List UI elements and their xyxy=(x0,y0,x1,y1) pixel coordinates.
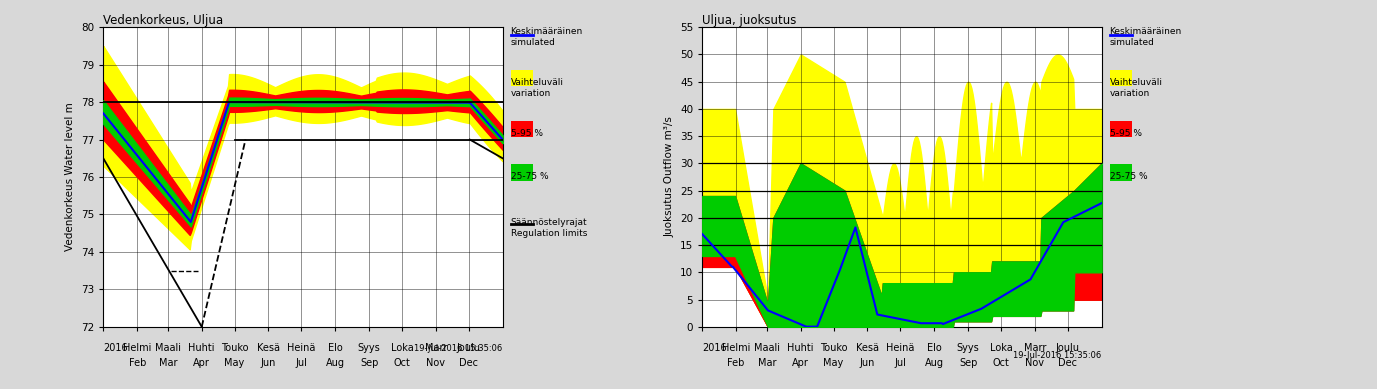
Y-axis label: Juoksutus Outflow m³/s: Juoksutus Outflow m³/s xyxy=(665,117,675,237)
Text: Helmi: Helmi xyxy=(722,343,750,353)
Text: Maali: Maali xyxy=(154,343,180,353)
Text: Sep: Sep xyxy=(359,358,379,368)
Text: Huhti: Huhti xyxy=(189,343,215,353)
Text: Mar: Mar xyxy=(158,358,178,368)
Text: Dec: Dec xyxy=(459,358,478,368)
Text: 19-Jul-2016 15:35:06: 19-Jul-2016 15:35:06 xyxy=(414,343,503,352)
Text: Feb: Feb xyxy=(727,358,745,368)
Text: Heinä: Heinä xyxy=(887,343,914,353)
Text: Helmi: Helmi xyxy=(123,343,151,353)
Text: Joulu: Joulu xyxy=(457,343,481,353)
Text: Loka: Loka xyxy=(391,343,413,353)
Text: 19-Jul-2016 15:35:06: 19-Jul-2016 15:35:06 xyxy=(1013,351,1102,360)
Text: Uljua, juoksutus: Uljua, juoksutus xyxy=(702,14,797,27)
Text: Touko: Touko xyxy=(220,343,248,353)
Text: Elo: Elo xyxy=(328,343,343,353)
FancyBboxPatch shape xyxy=(511,121,533,137)
Text: Kesä: Kesä xyxy=(856,343,879,353)
FancyBboxPatch shape xyxy=(1110,121,1132,137)
Text: Huhti: Huhti xyxy=(788,343,814,353)
Text: 5-95 %: 5-95 % xyxy=(1110,129,1142,138)
Text: Marr: Marr xyxy=(1023,343,1047,353)
Text: Touko: Touko xyxy=(819,343,847,353)
Text: Joulu: Joulu xyxy=(1056,343,1080,353)
Text: Kesä: Kesä xyxy=(257,343,280,353)
Text: Nov: Nov xyxy=(1026,358,1044,368)
Text: 25-75 %: 25-75 % xyxy=(1110,172,1147,181)
Text: Elo: Elo xyxy=(927,343,942,353)
Text: 5-95 %: 5-95 % xyxy=(511,129,543,138)
Text: Marr: Marr xyxy=(424,343,448,353)
Text: Keskimääräinen
simulated: Keskimääräinen simulated xyxy=(511,27,582,47)
Text: Sep: Sep xyxy=(958,358,978,368)
Text: Maali: Maali xyxy=(753,343,779,353)
Text: May: May xyxy=(224,358,245,368)
Text: Vedenkorkeus, Uljua: Vedenkorkeus, Uljua xyxy=(103,14,223,27)
Text: Dec: Dec xyxy=(1058,358,1077,368)
Text: 25-75 %: 25-75 % xyxy=(511,172,548,181)
FancyBboxPatch shape xyxy=(1110,164,1132,180)
Text: Keskimääräinen
simulated: Keskimääräinen simulated xyxy=(1110,27,1181,47)
Text: Apr: Apr xyxy=(193,358,211,368)
Text: Jun: Jun xyxy=(260,358,277,368)
Text: May: May xyxy=(823,358,844,368)
FancyBboxPatch shape xyxy=(511,164,533,180)
Text: Syys: Syys xyxy=(358,343,380,353)
Text: Syys: Syys xyxy=(957,343,979,353)
Text: Heinä: Heinä xyxy=(288,343,315,353)
Text: Jul: Jul xyxy=(894,358,906,368)
Text: Feb: Feb xyxy=(128,358,146,368)
Text: Nov: Nov xyxy=(427,358,445,368)
Text: Aug: Aug xyxy=(326,358,344,368)
Text: Aug: Aug xyxy=(925,358,943,368)
Text: 2016: 2016 xyxy=(702,343,727,353)
Text: Apr: Apr xyxy=(792,358,810,368)
Text: Vaihteluväli
variation: Vaihteluväli variation xyxy=(1110,78,1162,98)
Text: Vaihteluväli
variation: Vaihteluväli variation xyxy=(511,78,563,98)
Text: Mar: Mar xyxy=(757,358,777,368)
Text: Oct: Oct xyxy=(394,358,410,368)
Y-axis label: Vedenkorkeus Water level m: Vedenkorkeus Water level m xyxy=(66,103,76,251)
Text: Säännöstelyrajat
Regulation limits: Säännöstelyrajat Regulation limits xyxy=(511,218,587,238)
FancyBboxPatch shape xyxy=(511,70,533,86)
FancyBboxPatch shape xyxy=(1110,70,1132,86)
Text: Oct: Oct xyxy=(993,358,1009,368)
Text: 2016: 2016 xyxy=(103,343,128,353)
Text: Jun: Jun xyxy=(859,358,876,368)
Text: Jul: Jul xyxy=(295,358,307,368)
Text: Loka: Loka xyxy=(990,343,1012,353)
